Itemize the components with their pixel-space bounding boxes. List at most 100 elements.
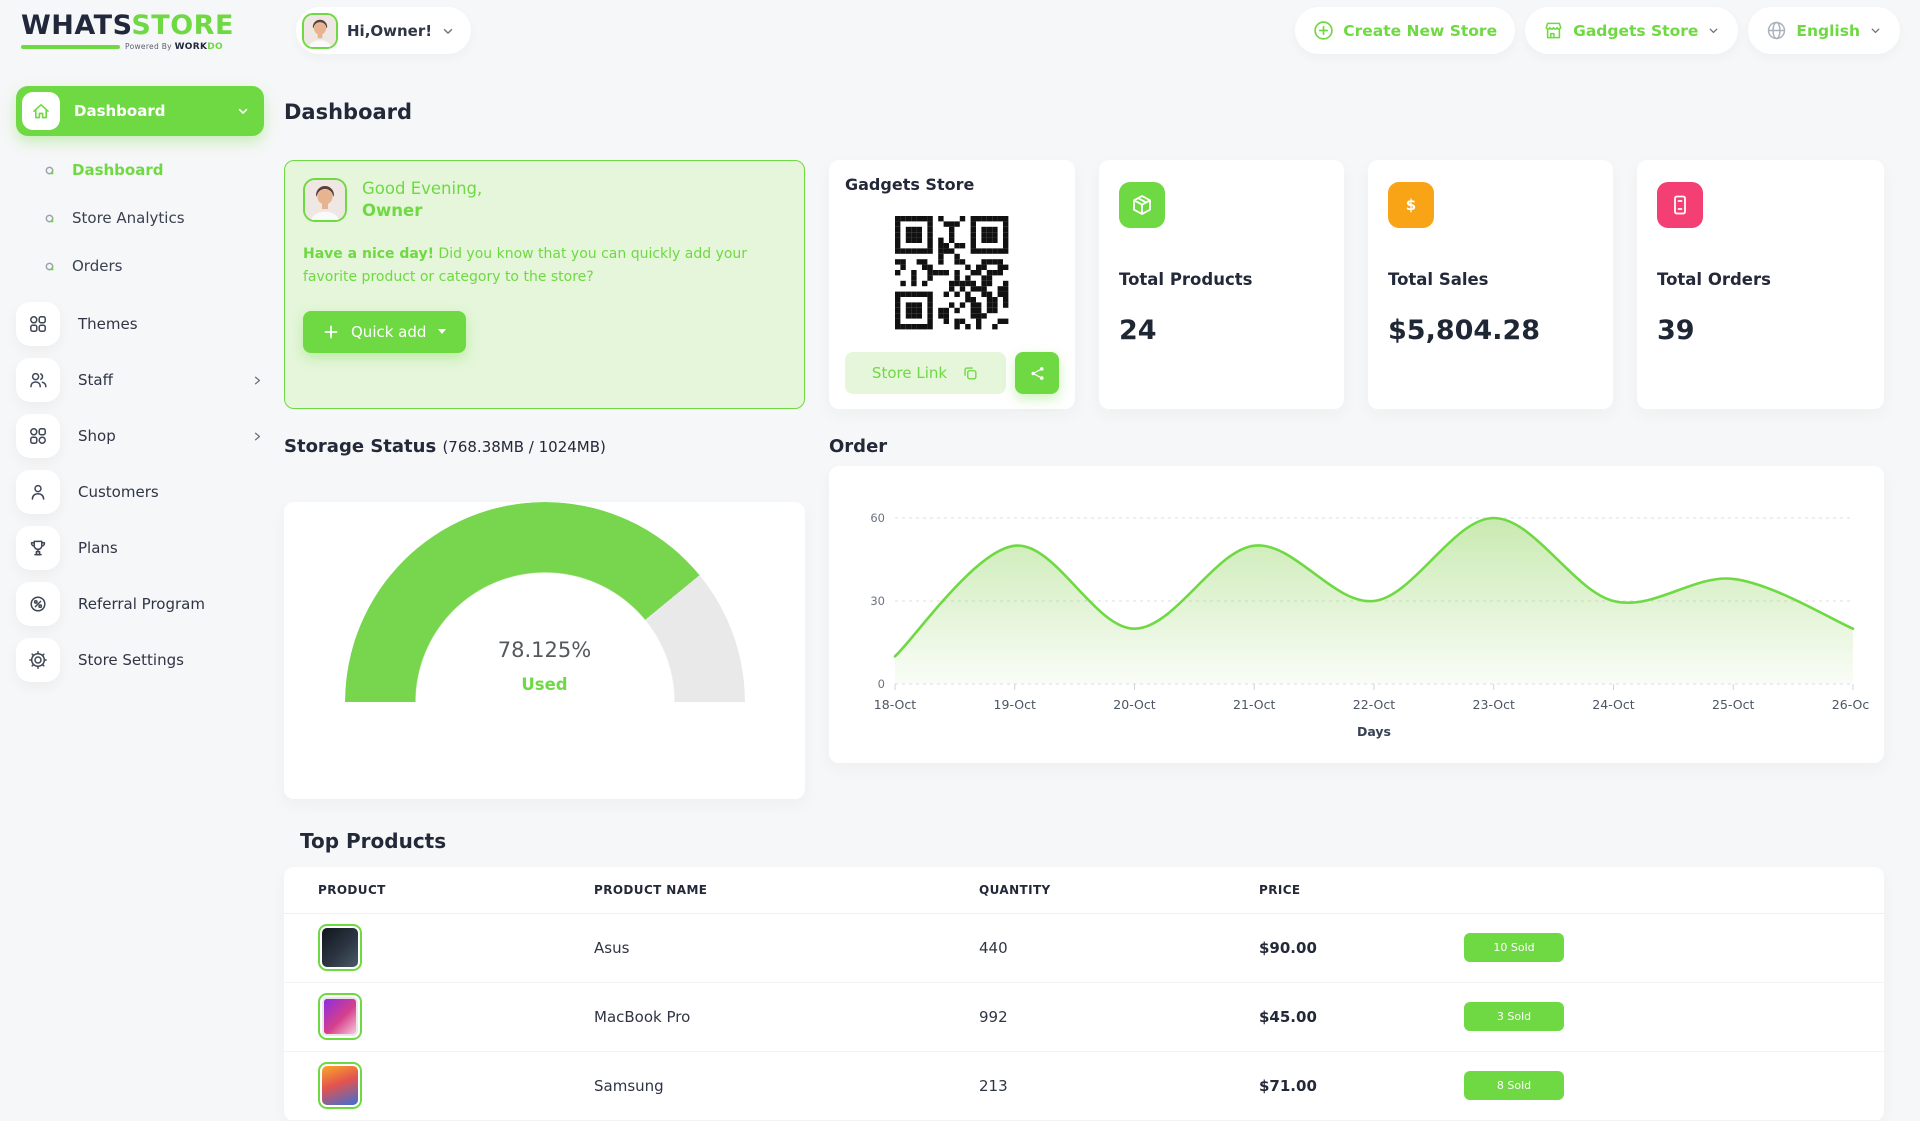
share-icon xyxy=(1029,365,1046,382)
brand-underline xyxy=(21,45,121,49)
package-icon xyxy=(1119,182,1165,228)
table-row: MacBook Pro 992 $45.00 3 Sold xyxy=(284,982,1884,1052)
language-dropdown[interactable]: English xyxy=(1748,7,1900,54)
brand-logo: WHATSSTORE Powered By WORKDO xyxy=(21,12,233,52)
sidebar-item-customers[interactable]: Customers xyxy=(16,464,264,520)
svg-text:25-Oct: 25-Oct xyxy=(1712,697,1754,712)
chevron-down-icon xyxy=(1707,24,1720,37)
stat-card-total-products: Total Products 24 xyxy=(1099,160,1344,409)
create-new-store-button[interactable]: Create New Store xyxy=(1295,7,1516,54)
table-header-row: PRODUCT PRODUCT NAME QUANTITY PRICE xyxy=(284,867,1884,914)
svg-text:23-Oct: 23-Oct xyxy=(1473,697,1515,712)
column-header-quantity: QUANTITY xyxy=(979,867,1259,914)
chevron-down-icon xyxy=(441,24,455,38)
stat-value: $5,804.28 xyxy=(1388,315,1541,346)
svg-text:22-Oct: 22-Oct xyxy=(1353,697,1395,712)
gauge-used-label: Used xyxy=(521,675,568,694)
product-quantity: 213 xyxy=(979,1051,1259,1121)
storefront-icon xyxy=(1543,20,1564,41)
product-quantity: 440 xyxy=(979,913,1259,983)
home-icon xyxy=(22,92,60,130)
sidebar-item-referral-program[interactable]: Referral Program xyxy=(16,576,264,632)
store-selector-label: Gadgets Store xyxy=(1573,21,1699,40)
grid-icon xyxy=(16,302,60,346)
users-icon xyxy=(16,358,60,402)
product-price: $45.00 xyxy=(1259,982,1464,1052)
svg-text:21-Oct: 21-Oct xyxy=(1233,697,1275,712)
store-qr-card: Gadgets Store Store Link xyxy=(829,160,1075,409)
table-row: Asus 440 $90.00 10 Sold xyxy=(284,913,1884,983)
stat-label: Total Sales xyxy=(1388,270,1489,289)
plus-icon xyxy=(323,324,339,340)
top-products-table: PRODUCT PRODUCT NAME QUANTITY PRICE Asus… xyxy=(284,867,1884,1121)
column-header-product-name: PRODUCT NAME xyxy=(594,867,979,914)
language-label: English xyxy=(1796,21,1860,40)
svg-text:18-Oct: 18-Oct xyxy=(874,697,916,712)
svg-text:24-Oct: 24-Oct xyxy=(1592,697,1634,712)
sidebar-item-plans[interactable]: Plans xyxy=(16,520,264,576)
product-name: Asus xyxy=(594,913,979,983)
product-name: MacBook Pro xyxy=(594,982,979,1052)
brand-powered-by: Powered By WORKDO xyxy=(125,42,223,52)
order-chart-card: 0 30 60 18-Oct 19-Oct 20-Oct 21-Oct 22-Oct 23-Oc… xyxy=(829,466,1884,763)
share-button[interactable] xyxy=(1015,352,1059,394)
sidebar-item-shop[interactable]: Shop xyxy=(16,408,264,464)
sidebar-group-label: Dashboard xyxy=(74,102,166,120)
greeting-card: Good Evening, Owner Have a nice day! Did… xyxy=(284,160,805,409)
trophy-icon xyxy=(16,526,60,570)
avatar xyxy=(303,178,347,223)
caret-down-icon xyxy=(438,329,447,335)
store-link-button[interactable]: Store Link xyxy=(845,352,1006,394)
user-icon xyxy=(16,470,60,514)
page-title: Dashboard xyxy=(284,100,413,124)
sidebar-item-themes[interactable]: Themes xyxy=(16,296,264,352)
product-image-samsung xyxy=(318,1062,362,1109)
sidebar-group-dashboard[interactable]: Dashboard xyxy=(16,86,264,136)
sidebar-item-store-settings[interactable]: Store Settings xyxy=(16,632,264,688)
user-menu[interactable]: Hi,Owner! xyxy=(296,7,472,54)
avatar xyxy=(302,12,338,49)
svg-text:20-Oct: 20-Oct xyxy=(1113,697,1155,712)
chevron-down-icon xyxy=(1869,24,1882,37)
column-header-price: PRICE xyxy=(1259,867,1464,914)
svg-text:26-Oct: 26-Oct xyxy=(1832,697,1869,712)
chevron-right-icon xyxy=(251,374,264,387)
dollar-icon: $ xyxy=(1388,182,1434,228)
stat-card-total-orders: Total Orders 39 xyxy=(1637,160,1884,409)
invoice-icon xyxy=(1657,182,1703,228)
svg-text:60: 60 xyxy=(870,511,885,525)
stat-value: 24 xyxy=(1119,315,1157,346)
greeting-title: Good Evening, Owner xyxy=(362,179,483,221)
sidebar-item-staff[interactable]: Staff xyxy=(16,352,264,408)
product-image-asus xyxy=(318,924,362,971)
store-name: Gadgets Store xyxy=(845,175,975,194)
column-header-product: PRODUCT xyxy=(284,867,594,914)
product-price: $71.00 xyxy=(1259,1051,1464,1121)
top-products-title: Top Products xyxy=(300,829,447,853)
create-new-store-label: Create New Store xyxy=(1343,21,1498,40)
sold-badge: 10 Sold xyxy=(1464,933,1564,962)
sold-badge: 8 Sold xyxy=(1464,1071,1564,1100)
store-selector-dropdown[interactable]: Gadgets Store xyxy=(1525,7,1739,54)
product-name: Samsung xyxy=(594,1051,979,1121)
user-greeting-label: Hi,Owner! xyxy=(347,21,433,40)
top-bar: WHATSSTORE Powered By WORKDO Hi,Owner! C… xyxy=(0,0,1920,72)
storage-gauge: 78.125% Used xyxy=(344,502,745,702)
order-area-chart: 0 30 60 18-Oct 19-Oct 20-Oct 21-Oct 22-Oct 23-Oc… xyxy=(839,480,1874,742)
order-chart-title: Order xyxy=(829,436,888,457)
svg-text:19-Oct: 19-Oct xyxy=(994,697,1036,712)
storage-status-title: Storage Status (768.38MB / 1024MB) xyxy=(284,436,606,457)
main-content: Dashboard Good Evening, Owner Have a nic… xyxy=(284,86,1884,1121)
bullet-circle-icon xyxy=(42,163,57,178)
greeting-text: Have a nice day! Did you know that you c… xyxy=(303,245,748,285)
bullet-circle-icon xyxy=(42,259,57,274)
quick-add-button[interactable]: Quick add xyxy=(303,310,467,353)
gear-icon xyxy=(16,638,60,682)
product-price: $90.00 xyxy=(1259,913,1464,983)
sidebar-item-dashboard[interactable]: Dashboard xyxy=(16,146,264,194)
sidebar-item-store-analytics[interactable]: Store Analytics xyxy=(16,194,264,242)
plus-circle-icon xyxy=(1313,20,1334,41)
svg-text:$: $ xyxy=(1406,196,1416,214)
gauge-arc xyxy=(344,502,745,702)
sidebar-item-orders[interactable]: Orders xyxy=(16,242,264,290)
